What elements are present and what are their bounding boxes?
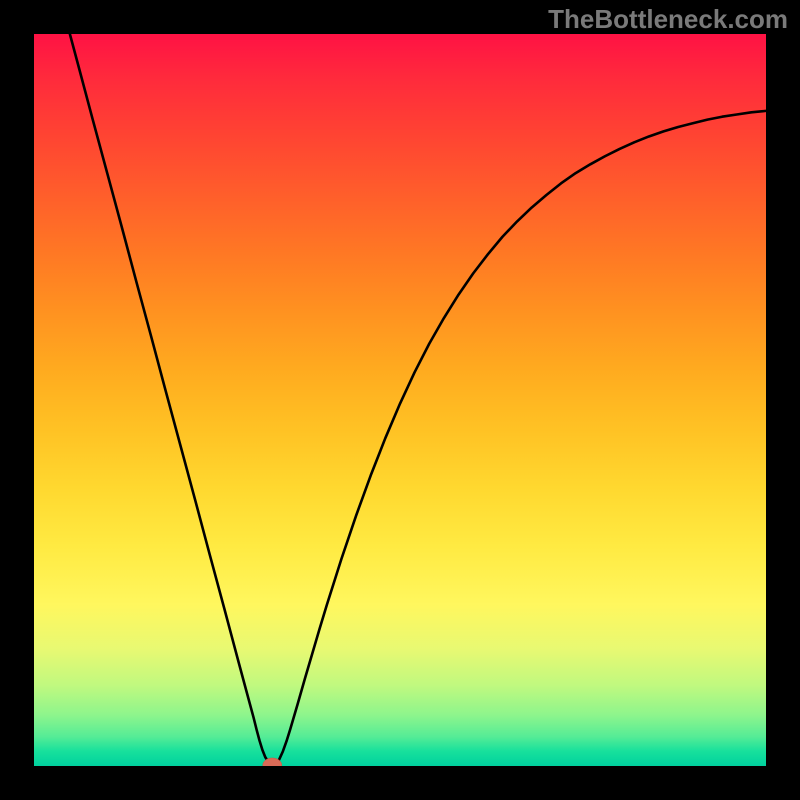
chart-svg [34, 34, 766, 766]
plot-area [34, 34, 766, 766]
watermark-text: TheBottleneck.com [548, 4, 788, 35]
bottleneck-curve [70, 34, 766, 765]
chart-container: TheBottleneck.com [0, 0, 800, 800]
